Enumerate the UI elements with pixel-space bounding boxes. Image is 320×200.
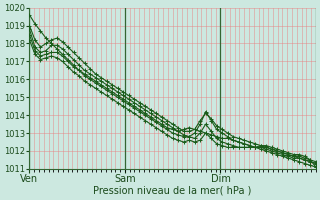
X-axis label: Pression niveau de la mer( hPa ): Pression niveau de la mer( hPa )	[93, 186, 252, 196]
